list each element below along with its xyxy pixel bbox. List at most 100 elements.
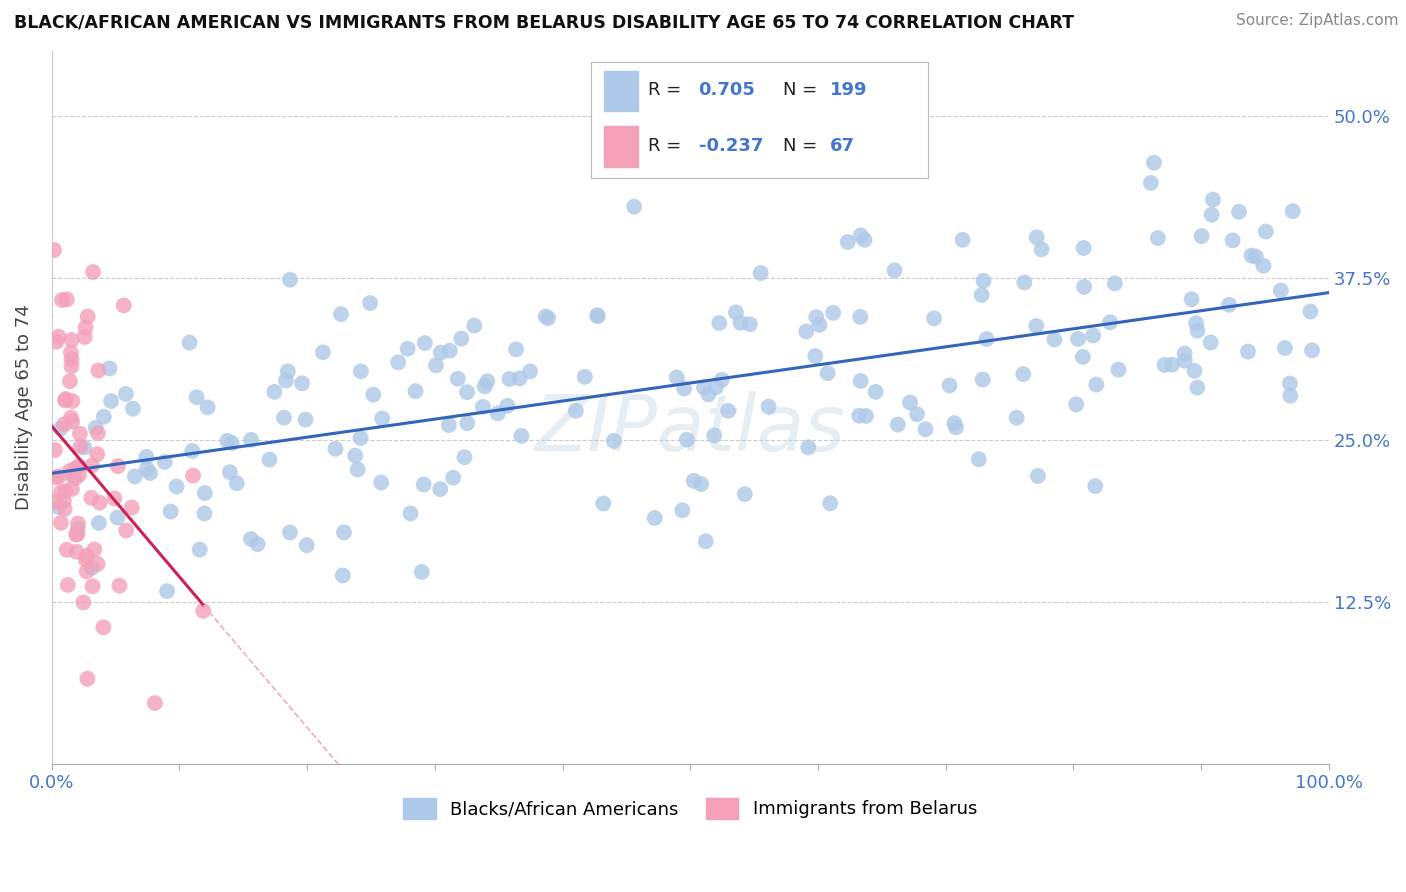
Point [330, 307, 353, 321]
Point [53, 417, 76, 432]
Point [60, 352, 83, 367]
Point [217, 434, 239, 448]
Point [179, 335, 201, 350]
Point [1279, 389, 1302, 403]
Point [48, 469, 70, 483]
Point [1153, 358, 1175, 372]
Text: R =: R = [648, 81, 688, 99]
Point [188, 542, 211, 557]
Point [848, 409, 870, 423]
Point [277, 364, 299, 378]
Text: Source: ZipAtlas.com: Source: ZipAtlas.com [1236, 13, 1399, 29]
Point [1084, 479, 1107, 493]
Point [49, 516, 72, 530]
Point [69, 439, 91, 453]
Point [429, 482, 451, 496]
Point [82, 265, 104, 279]
Point [976, 332, 998, 346]
Point [1240, 249, 1263, 263]
Point [855, 409, 877, 423]
Point [76, 549, 98, 563]
Point [586, 309, 609, 323]
Point [181, 444, 204, 458]
Point [496, 399, 519, 413]
Point [349, 431, 371, 445]
Point [1005, 410, 1028, 425]
Point [972, 373, 994, 387]
Point [87, 516, 110, 530]
Point [1191, 229, 1213, 244]
Point [1301, 343, 1323, 358]
Point [45, 334, 67, 349]
Point [665, 370, 688, 384]
Point [804, 349, 827, 363]
Point [710, 373, 733, 387]
Point [1025, 230, 1047, 244]
Point [534, 310, 557, 324]
Point [914, 422, 936, 436]
Point [1254, 225, 1277, 239]
Point [887, 417, 910, 432]
Point [60, 482, 83, 496]
Point [65, 461, 87, 475]
Point [89, 496, 111, 510]
Point [510, 429, 533, 443]
Point [945, 420, 967, 434]
Point [66, 545, 89, 559]
Point [1201, 208, 1223, 222]
Point [194, 486, 217, 500]
Point [1071, 350, 1094, 364]
Point [370, 475, 392, 490]
FancyBboxPatch shape [605, 126, 638, 167]
Point [717, 404, 740, 418]
Text: 199: 199 [830, 81, 868, 99]
Point [703, 428, 725, 442]
Point [922, 311, 945, 326]
Point [1202, 193, 1225, 207]
Point [1073, 241, 1095, 255]
Point [1270, 284, 1292, 298]
Point [758, 400, 780, 414]
Point [1031, 243, 1053, 257]
Point [1174, 346, 1197, 360]
Point [1147, 231, 1170, 245]
Point [48, 329, 70, 343]
Text: -0.237: -0.237 [699, 137, 763, 155]
Point [1012, 367, 1035, 381]
Point [80, 458, 103, 473]
Point [221, 436, 243, 450]
Point [121, 500, 143, 515]
Point [1143, 155, 1166, 169]
Point [73, 441, 96, 455]
Point [263, 384, 285, 399]
Point [1237, 344, 1260, 359]
Point [86, 447, 108, 461]
Point [738, 317, 761, 331]
Point [1014, 276, 1036, 290]
Point [278, 273, 301, 287]
Point [673, 382, 696, 396]
Point [246, 537, 269, 551]
Point [437, 418, 460, 433]
Point [399, 507, 422, 521]
Point [463, 318, 485, 333]
Point [1222, 233, 1244, 247]
Point [166, 479, 188, 493]
Point [42, 243, 65, 257]
Point [972, 274, 994, 288]
Point [970, 288, 993, 302]
Point [52, 493, 75, 508]
Point [817, 366, 839, 380]
Point [865, 384, 887, 399]
Point [574, 370, 596, 384]
Text: BLACK/AFRICAN AMERICAN VS IMMIGRANTS FROM BELARUS DISABILITY AGE 65 TO 74 CORREL: BLACK/AFRICAN AMERICAN VS IMMIGRANTS FRO… [14, 13, 1074, 31]
Point [1107, 362, 1129, 376]
Point [1104, 277, 1126, 291]
Point [623, 200, 645, 214]
Point [44, 494, 66, 508]
Point [429, 345, 451, 359]
Point [108, 579, 131, 593]
Point [84, 421, 107, 435]
Point [387, 355, 409, 369]
Point [135, 450, 157, 464]
